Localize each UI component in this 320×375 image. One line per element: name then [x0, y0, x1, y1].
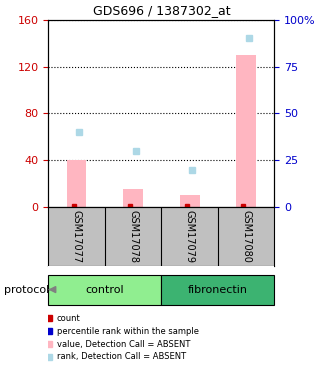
Text: rank, Detection Call = ABSENT: rank, Detection Call = ABSENT	[57, 352, 186, 362]
Bar	[48, 274, 161, 304]
Text: fibronectin: fibronectin	[188, 285, 248, 295]
Text: GSM17078: GSM17078	[128, 210, 138, 263]
Text: value, Detection Call = ABSENT: value, Detection Call = ABSENT	[57, 339, 190, 348]
Bar	[67, 160, 86, 207]
Bar	[236, 55, 256, 207]
Title: GDS696 / 1387302_at: GDS696 / 1387302_at	[92, 4, 230, 17]
Bar	[123, 189, 143, 207]
Text: percentile rank within the sample: percentile rank within the sample	[57, 327, 199, 336]
Text: GSM17077: GSM17077	[71, 210, 82, 263]
Text: protocol: protocol	[4, 285, 49, 295]
Text: control: control	[85, 285, 124, 295]
Bar	[180, 195, 200, 207]
Text: GSM17079: GSM17079	[185, 210, 195, 263]
Text: count: count	[57, 314, 80, 322]
Text: GSM17080: GSM17080	[241, 210, 251, 263]
Bar	[161, 274, 275, 304]
